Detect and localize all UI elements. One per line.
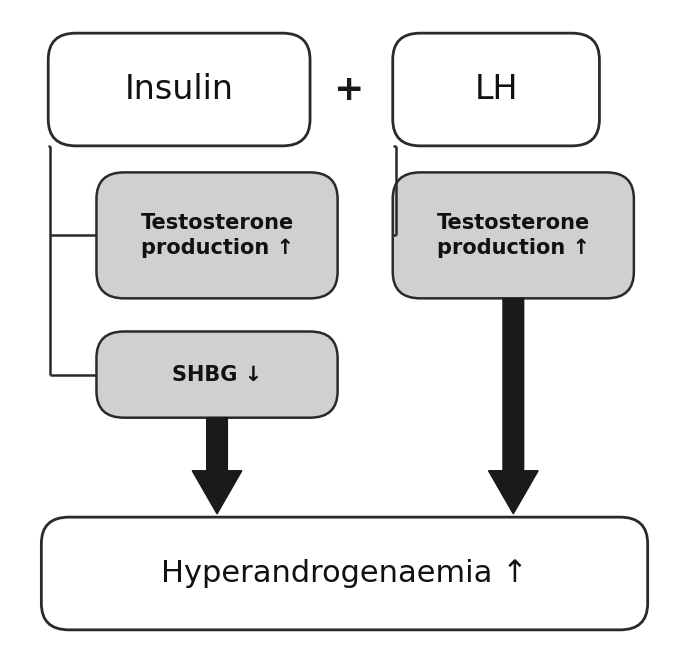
FancyArrow shape xyxy=(489,298,538,514)
Text: +: + xyxy=(333,72,363,107)
FancyBboxPatch shape xyxy=(393,33,599,146)
FancyBboxPatch shape xyxy=(96,172,338,298)
FancyBboxPatch shape xyxy=(41,517,648,630)
FancyBboxPatch shape xyxy=(48,33,310,146)
FancyBboxPatch shape xyxy=(96,332,338,418)
Text: SHBG ↓: SHBG ↓ xyxy=(172,365,262,385)
Text: Hyperandrogenaemia ↑: Hyperandrogenaemia ↑ xyxy=(161,559,528,588)
FancyArrow shape xyxy=(192,418,242,514)
Text: LH: LH xyxy=(474,73,518,106)
Text: Insulin: Insulin xyxy=(125,73,234,106)
Text: Testosterone
production ↑: Testosterone production ↑ xyxy=(141,213,294,258)
FancyBboxPatch shape xyxy=(393,172,634,298)
Text: Testosterone
production ↑: Testosterone production ↑ xyxy=(437,213,590,258)
